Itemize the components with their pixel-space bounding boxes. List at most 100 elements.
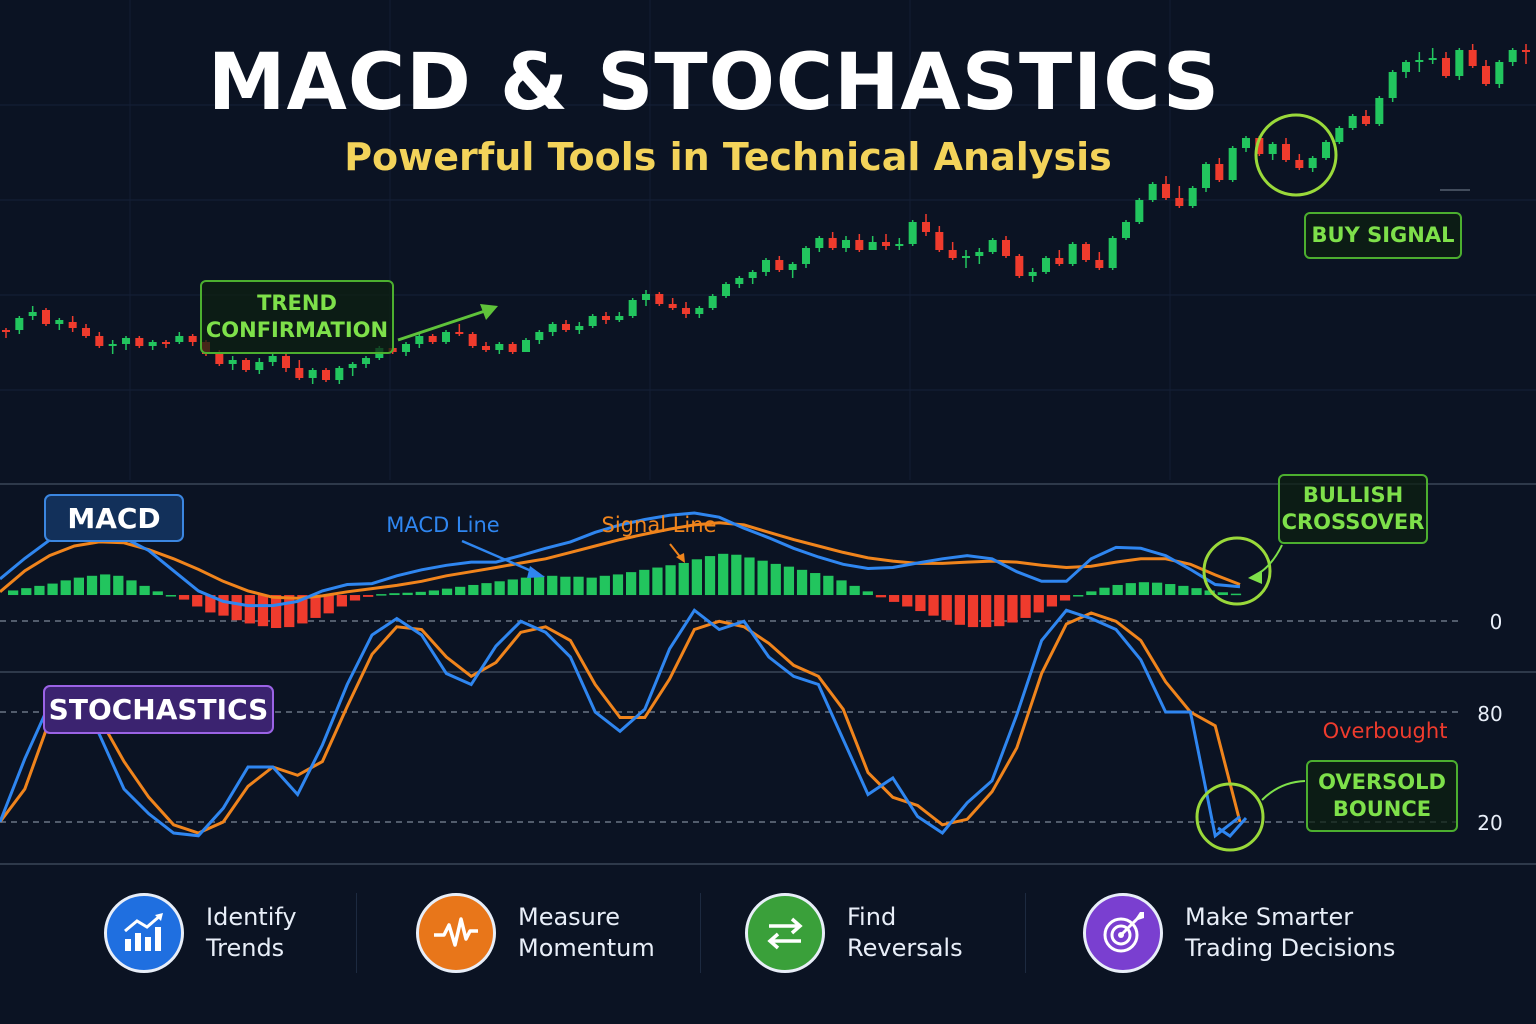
histogram-bar [60, 580, 71, 596]
histogram-bar [34, 585, 45, 596]
histogram-bar [205, 595, 216, 613]
candle-body [708, 296, 717, 308]
page-title: MACD & STOCHASTICS [207, 38, 1221, 128]
histogram-bar [389, 593, 400, 596]
footer-smarter-line1: Make Smarter [1185, 903, 1354, 931]
candle-body [68, 322, 77, 328]
footer-separator [356, 893, 357, 973]
histogram-bar [231, 595, 242, 621]
histogram-bar [415, 591, 426, 596]
histogram-bar [481, 583, 492, 596]
candle-body [1055, 258, 1064, 264]
histogram-bar [744, 557, 755, 596]
candle-body [682, 308, 690, 314]
histogram-bar [810, 573, 821, 596]
signal-line-arrow [669, 543, 685, 563]
histogram-bar [1151, 582, 1163, 596]
histogram-bar [86, 575, 98, 596]
histogram-bar [257, 595, 269, 627]
histogram-bar [1033, 595, 1044, 613]
histogram-bar [310, 595, 321, 618]
histogram-bar [573, 576, 584, 596]
candle-body [1002, 240, 1010, 256]
macd-histogram [8, 553, 1242, 629]
histogram-bar [244, 595, 255, 624]
histogram-bar [507, 579, 518, 596]
candle-body [1175, 198, 1184, 206]
candle-body [1162, 184, 1170, 198]
histogram-bar [599, 575, 610, 596]
candle-body [842, 240, 850, 248]
candle-body [215, 354, 224, 364]
stochastics-panel-label: STOCHASTICS [43, 685, 274, 734]
histogram-bar [612, 574, 624, 596]
histogram-bar [1099, 587, 1110, 596]
candle-body [855, 240, 864, 250]
candle-body [228, 360, 237, 364]
candle-body [1068, 244, 1077, 264]
footer-measure-line2: Momentum [518, 934, 655, 962]
candle-body [242, 360, 250, 370]
level-80-label: 80 [1477, 702, 1502, 726]
histogram-bar [1020, 595, 1031, 618]
candle-body [335, 368, 344, 380]
candle-body [522, 340, 530, 352]
trend-callout-line2: CONFIRMATION [205, 318, 389, 342]
candle-body [1082, 244, 1090, 260]
histogram-bar [218, 595, 229, 616]
candle-body [122, 338, 130, 344]
candle-body [162, 342, 170, 344]
oversold-bounce-callout: OVERSOLD BOUNCE [1306, 760, 1458, 832]
histogram-bar [1191, 588, 1202, 596]
candle-body [628, 300, 637, 316]
oversold-callout-line2: BOUNCE [1332, 797, 1432, 821]
histogram-bar [284, 595, 295, 628]
candle-body [1322, 142, 1330, 158]
bullish-crossover-connector [1249, 544, 1283, 579]
histogram-bar [178, 595, 190, 600]
bullish-crossover-arrowhead [1248, 570, 1262, 584]
buy-signal-text: BUY SIGNAL [1311, 223, 1455, 247]
candle-body [1308, 158, 1317, 168]
target-icon [1083, 893, 1163, 973]
histogram-bar [192, 595, 203, 607]
histogram-bar [402, 592, 413, 596]
candle-body [1455, 50, 1464, 76]
candle-body [535, 332, 544, 340]
macd-panel-label: MACD [44, 494, 184, 542]
histogram-bar [152, 591, 163, 596]
candle-body [815, 238, 824, 248]
candle-body [935, 232, 944, 250]
candle-body [42, 310, 50, 324]
candle-body [655, 294, 664, 304]
candle-body [95, 336, 104, 346]
histogram-bar [349, 595, 361, 601]
footer-measure-momentum: Measure Momentum [416, 888, 655, 978]
macd-line-label: MACD Line [386, 513, 499, 537]
candle-body [322, 370, 330, 380]
histogram-bar [139, 585, 150, 596]
histogram-bar [954, 595, 965, 625]
histogram-bar [1112, 584, 1123, 596]
candle-body [1508, 50, 1517, 62]
zero-axis-label: 0 [1490, 610, 1503, 634]
page-subtitle: Powerful Tools in Technical Analysis [344, 135, 1112, 179]
trend-confirmation-callout: TREND CONFIRMATION [200, 280, 394, 354]
candle-body [495, 344, 504, 350]
candle-body [895, 244, 904, 246]
candle-body [1215, 164, 1224, 180]
candle-body [415, 336, 424, 344]
stoch-d-line [0, 611, 1242, 835]
candle-body [642, 294, 650, 300]
candle-body [362, 358, 370, 364]
candle-body [1495, 62, 1504, 84]
candle-body [722, 284, 730, 296]
candle-body [748, 272, 757, 278]
histogram-bar [875, 595, 887, 598]
candle-body [1135, 200, 1144, 222]
candle-body [1202, 164, 1210, 188]
histogram-bar [1059, 595, 1071, 601]
histogram-bar [323, 595, 334, 614]
histogram-bar [678, 562, 689, 596]
candle-body [1108, 238, 1117, 268]
